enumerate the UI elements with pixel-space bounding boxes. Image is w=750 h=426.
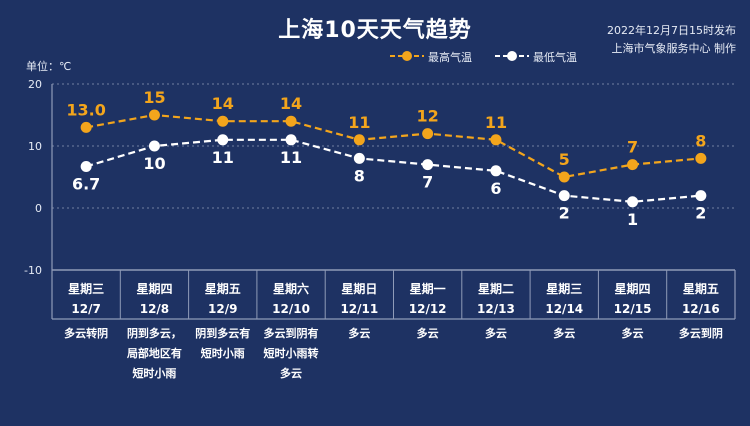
high-temp-label: 11	[485, 113, 507, 132]
day-weekday: 星期四	[136, 281, 172, 296]
high-temp-label: 14	[280, 94, 302, 113]
high-temp-point	[80, 121, 92, 133]
day-date: 12/9	[208, 302, 237, 316]
day-weather: 多云	[622, 326, 644, 340]
high-temp-label: 15	[143, 88, 165, 107]
high-temp-line	[85, 113, 701, 179]
low-temp-label: 1	[627, 210, 638, 229]
day-weekday: 星期一	[410, 281, 446, 296]
day-date: 12/16	[682, 302, 720, 316]
day-weather: 多云	[417, 326, 439, 340]
chart-title: 上海10天天气趋势	[278, 18, 472, 43]
legend-swatch-low	[495, 51, 529, 61]
low-temp-point	[353, 152, 365, 164]
high-temp-label: 5	[559, 150, 570, 169]
day-weather: 多云到阴有	[264, 326, 319, 340]
day-weather: 多云	[485, 326, 507, 340]
low-temp-point	[558, 190, 570, 202]
high-temp-point	[148, 109, 160, 121]
high-temp-label: 8	[695, 131, 706, 150]
low-temp-point	[285, 134, 297, 146]
day-weather: 短时小雨转	[264, 346, 319, 360]
day-weather: 阴到多云有	[195, 326, 250, 340]
high-temp-point	[490, 134, 502, 146]
low-temp-label: 7	[422, 173, 433, 192]
day-date: 12/13	[477, 302, 515, 316]
unit-label: 单位：℃	[26, 60, 72, 73]
legend-label-low: 最低气温	[533, 51, 577, 64]
high-temp-point	[422, 128, 434, 140]
high-temp-point	[217, 115, 229, 127]
day-weather: 短时小雨	[201, 346, 245, 360]
day-weekday: 星期二	[478, 281, 514, 296]
low-temp-point	[422, 159, 434, 171]
low-temp-label: 11	[280, 148, 302, 167]
low-temp-label: 2	[559, 204, 570, 223]
day-date: 12/11	[340, 302, 378, 316]
high-temp-point	[285, 115, 297, 127]
maker-credit: 上海市气象服务中心 制作	[611, 42, 737, 55]
high-temp-point	[353, 134, 365, 146]
day-weekday: 星期五	[205, 281, 241, 296]
day-date: 12/14	[545, 302, 583, 316]
day-weather: 短时小雨	[132, 366, 176, 380]
y-tick-label: 20	[28, 78, 42, 91]
day-weather: 多云	[553, 326, 575, 340]
day-weekday: 星期五	[683, 281, 719, 296]
day-date: 12/12	[409, 302, 447, 316]
day-weekday: 星期三	[68, 281, 104, 296]
high-temp-label: 13.0	[66, 100, 105, 119]
day-weather: 多云到阴	[679, 326, 723, 340]
day-weather: 阴到多云，	[127, 326, 182, 340]
high-temp-point	[627, 159, 639, 171]
low-temp-label: 2	[695, 204, 706, 223]
low-temp-point	[80, 160, 92, 172]
y-tick-label: 0	[35, 202, 42, 215]
low-temp-point	[490, 165, 502, 177]
low-temp-point	[148, 140, 160, 152]
day-weather: 多云	[280, 366, 302, 380]
day-weekday: 星期六	[273, 281, 309, 296]
day-date: 12/15	[614, 302, 652, 316]
day-date: 12/8	[140, 302, 169, 316]
day-weekday: 星期三	[546, 281, 582, 296]
day-date: 12/7	[71, 302, 100, 316]
high-temp-point	[558, 171, 570, 183]
high-temp-label: 7	[627, 138, 638, 157]
day-weather: 多云	[348, 326, 370, 340]
day-weather: 多云转阴	[64, 326, 108, 340]
legend-label-high: 最高气温	[428, 51, 472, 64]
day-date: 12/10	[272, 302, 310, 316]
low-temp-label: 6	[490, 179, 501, 198]
low-temp-point	[627, 196, 639, 208]
day-weather: 局部地区有	[126, 346, 182, 360]
publish-time: 2022年12月7日15时发布	[607, 24, 736, 37]
day-weekday: 星期日	[341, 281, 377, 296]
low-temp-line	[85, 138, 701, 203]
y-tick-label: 10	[28, 140, 42, 153]
low-temp-label: 6.7	[72, 174, 100, 193]
high-temp-label: 12	[417, 107, 439, 126]
high-temp-label: 11	[348, 113, 370, 132]
low-temp-label: 10	[143, 154, 165, 173]
high-temp-point	[695, 152, 707, 164]
low-temp-label: 11	[212, 148, 234, 167]
y-tick-label: -10	[24, 264, 42, 277]
legend-swatch-high	[390, 51, 424, 61]
low-temp-point	[695, 190, 707, 202]
low-temp-label: 8	[354, 166, 365, 185]
day-weekday: 星期四	[615, 281, 651, 296]
high-temp-label: 14	[212, 94, 234, 113]
low-temp-point	[217, 134, 229, 146]
